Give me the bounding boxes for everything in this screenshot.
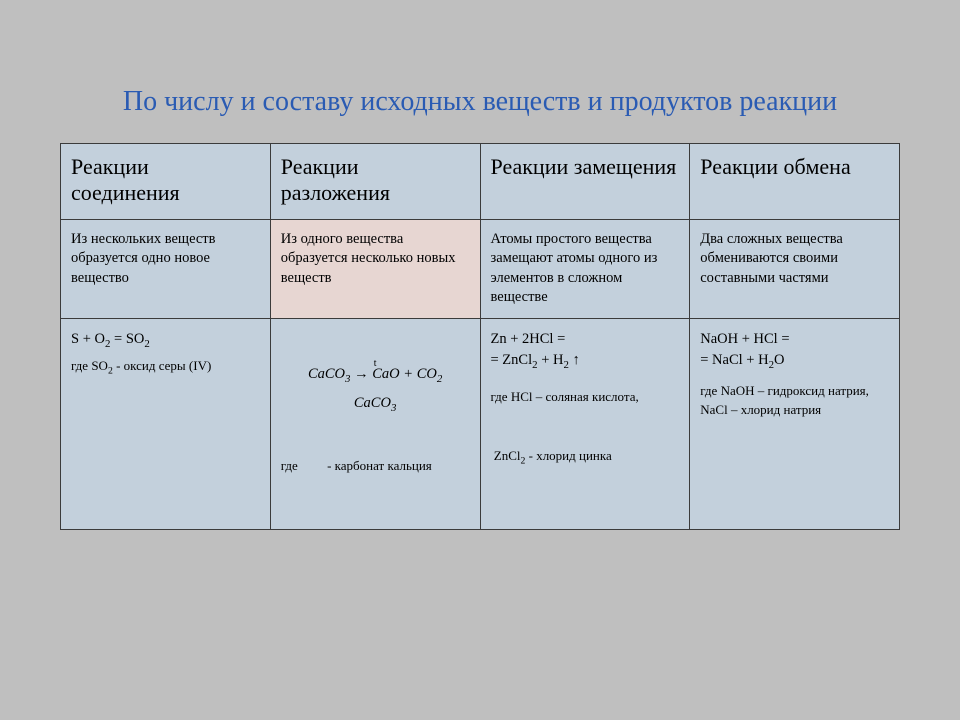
eq2-part: CO <box>417 366 437 382</box>
eq3-line2: = ZnCl2 + H2 ↑ <box>491 350 680 374</box>
eq2-formula-2: CaCO3 <box>354 395 397 411</box>
eq4-line1: NaOH + HCl = <box>700 329 889 350</box>
eq3-note1: где HCl – соляная кислота, <box>491 388 680 407</box>
table-header-row: Реакции соединения Реакции разложения Ре… <box>61 143 900 219</box>
example-cell-4: NaOH + HCl = = NaCl + H2O где NaOH – гид… <box>690 319 900 530</box>
eq4-part: = NaCl + H <box>700 352 768 368</box>
example-cell-3: Zn + 2HCl = = ZnCl2 + H2 ↑ где HCl – сол… <box>480 319 690 530</box>
header-cell-4: Реакции обмена <box>690 143 900 219</box>
slide: По числу и составу исходных веществ и пр… <box>0 0 960 720</box>
example-cell-2: t CaCO3 → CaO + CO2 CaCO3 где - карбонат… <box>270 319 480 530</box>
eq2-sub: 2 <box>437 372 442 384</box>
header-cell-3: Реакции замещения <box>480 143 690 219</box>
eq3-note2: ZnCl2 - хлорид цинка <box>491 447 680 469</box>
eq1-sub: 2 <box>144 338 149 350</box>
eq2-sub: 3 <box>345 372 350 384</box>
eq1-line1: S + O2 = SO2 <box>71 329 260 353</box>
header-cell-1: Реакции соединения <box>61 143 271 219</box>
eq1-part: S + O <box>71 331 105 347</box>
eq2-formula-1: CaCO3 → CaO + CO2 <box>308 366 442 382</box>
eq2-block: t CaCO3 → CaO + CO2 CaCO3 <box>281 357 470 417</box>
example-cell-1: S + O2 = SO2 где SO2 - оксид серы (IV) <box>61 319 271 530</box>
eq1-part: = SO <box>110 331 144 347</box>
eq3-part: - хлорид цинка <box>525 448 611 463</box>
desc-cell-4: Два сложных вещества обмениваются своими… <box>690 219 900 318</box>
eq2-part: CaO <box>372 366 399 382</box>
eq1-part: - оксид серы (IV) <box>113 358 211 373</box>
eq4-part: O <box>774 352 784 368</box>
eq2-sub: 3 <box>391 402 396 414</box>
eq2-part: CaCO <box>354 395 391 411</box>
eq2-part: CaCO <box>308 366 345 382</box>
desc-cell-1: Из нескольких веществ образуется одно но… <box>61 219 271 318</box>
eq4-note1: где NaOH – гидроксид натрия, <box>700 382 889 401</box>
desc-cell-3: Атомы простого вещества замещают атомы о… <box>480 219 690 318</box>
eq3-line1: Zn + 2HCl = <box>491 329 680 350</box>
eq2-note: где - карбонат кальция <box>281 457 470 476</box>
eq1-part: где SO <box>71 358 108 373</box>
reaction-table: Реакции соединения Реакции разложения Ре… <box>60 143 900 530</box>
eq3-part: ZnCl <box>494 448 521 463</box>
table-example-row: S + O2 = SO2 где SO2 - оксид серы (IV) t… <box>61 319 900 530</box>
table-description-row: Из нескольких веществ образуется одно но… <box>61 219 900 318</box>
slide-title: По числу и составу исходных веществ и пр… <box>60 80 900 125</box>
eq4-line2: = NaCl + H2O <box>700 350 889 374</box>
eq4-note2: NaCl – хлорид натрия <box>700 401 889 420</box>
eq2-part: + <box>400 366 417 382</box>
header-cell-2: Реакции разложения <box>270 143 480 219</box>
up-arrow-icon: ↑ <box>569 352 580 368</box>
eq1-line2: где SO2 - оксид серы (IV) <box>71 357 260 379</box>
desc-cell-2: Из одного вещества образуется несколько … <box>270 219 480 318</box>
eq3-part: + H <box>538 352 564 368</box>
arrow-icon: → <box>354 366 369 382</box>
eq3-part: = ZnCl <box>491 352 533 368</box>
